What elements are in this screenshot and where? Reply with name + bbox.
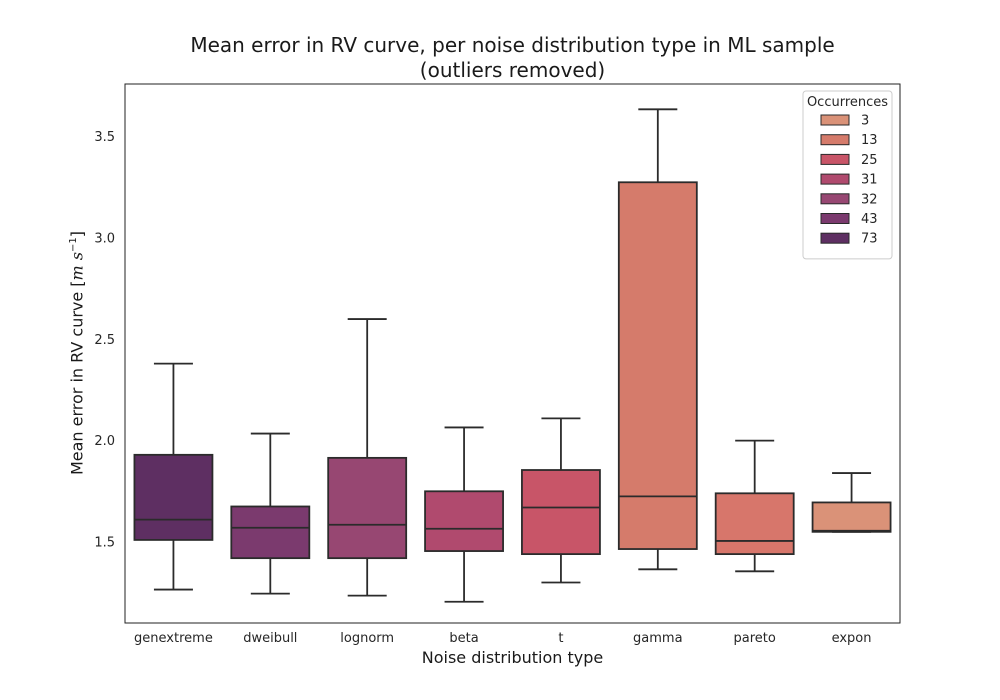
legend-label: 25 bbox=[861, 153, 878, 168]
chart-title-line-2: (outliers removed) bbox=[419, 58, 606, 82]
legend-swatch bbox=[820, 213, 850, 224]
x-tick-label: lognorm bbox=[340, 631, 394, 646]
chart-title-line-1: Mean error in RV curve, per noise distri… bbox=[190, 33, 835, 57]
y-tick-label: 3.0 bbox=[94, 232, 115, 247]
x-tick-label: beta bbox=[449, 631, 478, 646]
box-dweibull bbox=[230, 505, 311, 560]
x-tick-label: dweibull bbox=[243, 631, 297, 646]
y-tick-label: 2.0 bbox=[94, 434, 115, 449]
x-tick-label: gamma bbox=[633, 631, 683, 646]
y-tick-label: 3.5 bbox=[94, 130, 115, 145]
legend-label: 31 bbox=[861, 173, 878, 188]
legend-label: 3 bbox=[861, 114, 869, 129]
legend-title: Occurrences bbox=[807, 95, 888, 110]
x-axis-label: Noise distribution type bbox=[421, 648, 604, 667]
y-tick-label: 1.5 bbox=[94, 535, 115, 550]
legend-label: 73 bbox=[861, 232, 878, 247]
legend-swatch bbox=[820, 153, 850, 165]
box-lognorm bbox=[327, 456, 408, 560]
legend-swatch bbox=[820, 173, 850, 185]
box-genextreme bbox=[133, 453, 214, 541]
box-expon bbox=[811, 501, 892, 533]
box-pareto bbox=[714, 492, 795, 556]
box-t bbox=[521, 469, 601, 556]
x-tick-label: genextreme bbox=[134, 631, 213, 646]
y-tick-label: 2.5 bbox=[94, 333, 115, 348]
x-tick-label: t bbox=[558, 631, 563, 646]
legend-swatch bbox=[820, 232, 850, 244]
x-tick-label: pareto bbox=[734, 631, 776, 646]
legend-label: 32 bbox=[861, 192, 878, 207]
box-gamma bbox=[617, 181, 698, 550]
plot-frame bbox=[124, 83, 901, 624]
legend-label: 43 bbox=[861, 212, 878, 227]
box-beta bbox=[424, 490, 504, 552]
x-tick-label: expon bbox=[832, 631, 872, 646]
legend-label: 13 bbox=[861, 133, 878, 148]
legend-swatch bbox=[820, 134, 850, 146]
legend-swatch bbox=[820, 114, 850, 126]
legend-swatch bbox=[820, 193, 850, 205]
